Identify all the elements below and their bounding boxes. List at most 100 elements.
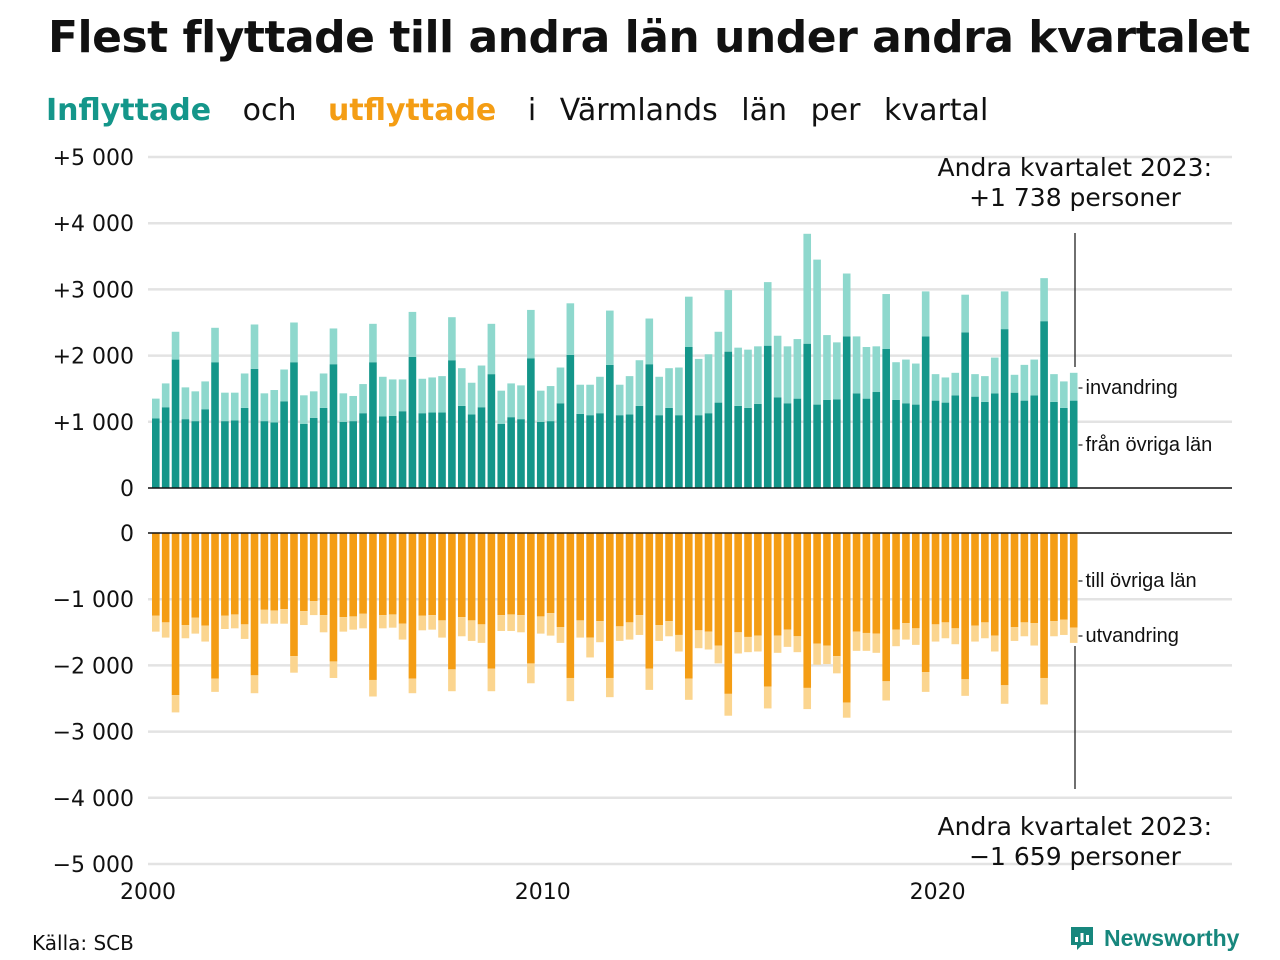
bar-immigration <box>201 381 209 410</box>
bar-from-other-counties <box>1069 400 1078 488</box>
bar-emigration <box>428 615 436 630</box>
subtitle-lan: län <box>741 93 788 128</box>
bar-to-other-counties <box>398 533 407 624</box>
bar-from-other-counties <box>448 360 456 488</box>
bar-to-other-counties <box>823 533 831 646</box>
bar-to-other-counties <box>250 533 259 676</box>
bar-immigration <box>862 346 871 399</box>
bar-from-other-counties <box>536 421 545 488</box>
subtitle-per: per <box>810 93 861 128</box>
bar-emigration <box>556 627 565 643</box>
bar-immigration <box>211 327 219 363</box>
bar-emigration <box>349 616 357 630</box>
bar-from-other-counties <box>290 362 298 488</box>
bar-to-other-counties <box>1069 533 1078 628</box>
bar-from-other-counties <box>1020 400 1029 488</box>
chart-title: Flest flyttade till andra län under andr… <box>48 12 1250 63</box>
bar-from-other-counties <box>971 396 979 488</box>
bar-emigration <box>744 636 752 653</box>
bar-from-other-counties <box>339 421 348 488</box>
bar-emigration <box>971 625 979 642</box>
bar-from-other-counties <box>171 359 180 488</box>
bar-immigration <box>438 376 446 413</box>
bar-emigration <box>211 678 219 692</box>
bar-from-other-counties <box>763 345 772 488</box>
bar-to-other-counties <box>290 533 298 657</box>
bar-from-other-counties <box>981 401 989 488</box>
bar-to-other-counties <box>625 533 634 623</box>
bar-from-other-counties <box>931 400 940 488</box>
bar-emigration <box>230 614 239 629</box>
bar-immigration <box>517 385 525 420</box>
bar-to-other-counties <box>339 533 348 618</box>
bar-to-other-counties <box>1030 533 1039 624</box>
bar-emigration <box>1069 627 1078 643</box>
bar-emigration <box>951 628 960 645</box>
bar-immigration <box>161 383 170 408</box>
bar-immigration <box>497 390 506 424</box>
bar-emigration <box>596 621 604 643</box>
bar-immigration <box>823 335 831 400</box>
bar-emigration <box>260 609 269 624</box>
bar-immigration <box>339 393 348 422</box>
bar-to-other-counties <box>487 533 496 669</box>
bar-emigration <box>467 620 476 641</box>
bar-from-other-counties <box>161 407 170 488</box>
bar-emigration <box>1020 622 1029 637</box>
subtitle-inflow: Inflyttade <box>46 93 212 128</box>
annotation-bottom-line1: Andra kvartalet 2023: <box>938 812 1212 841</box>
outflow-bars <box>152 533 1078 718</box>
bar-immigration <box>428 377 436 413</box>
bar-immigration <box>221 392 229 422</box>
bar-to-other-counties <box>171 533 180 696</box>
bar-emigration <box>773 635 782 653</box>
bar-emigration <box>161 622 170 638</box>
bar-from-other-counties <box>1010 392 1019 488</box>
bar-immigration <box>230 392 239 421</box>
bar-immigration <box>1020 364 1029 401</box>
bar-immigration <box>744 349 752 408</box>
bar-emigration <box>536 616 545 634</box>
bar-from-other-counties <box>1000 329 1009 488</box>
bar-emigration <box>438 620 446 638</box>
bar-to-other-counties <box>556 533 565 628</box>
x-tick-label: 2010 <box>515 880 571 905</box>
bar-to-other-counties <box>606 533 614 678</box>
bar-from-other-counties <box>744 407 752 488</box>
bar-emigration <box>339 617 348 632</box>
bar-from-other-counties <box>517 419 525 488</box>
bar-from-other-counties <box>704 413 713 488</box>
bar-immigration <box>606 310 614 365</box>
bar-from-other-counties <box>803 343 812 488</box>
bar-immigration <box>981 376 989 402</box>
bar-immigration <box>921 291 930 337</box>
bar-emigration <box>576 620 585 638</box>
bar-immigration <box>477 365 486 408</box>
bar-to-other-counties <box>418 533 427 616</box>
bar-immigration <box>615 384 624 416</box>
y-tick-label-bottom: −1 000 <box>53 588 134 613</box>
x-tick-label: 2000 <box>120 880 176 905</box>
bar-from-other-counties <box>1060 407 1068 488</box>
bar-to-other-counties <box>763 533 772 687</box>
bar-to-other-counties <box>684 533 693 679</box>
bar-emigration <box>694 630 703 649</box>
bar-immigration <box>1000 291 1009 330</box>
annotation-bottom-line2: −1 659 personer <box>969 842 1182 871</box>
x-tick-label: 2020 <box>910 880 966 905</box>
bar-immigration <box>1040 278 1048 322</box>
y-tick-label-top: +4 000 <box>53 212 134 237</box>
bar-emigration <box>714 645 723 664</box>
bar-emigration <box>872 633 881 653</box>
bar-to-other-counties <box>191 533 200 618</box>
bar-to-other-counties <box>230 533 239 615</box>
bar-to-other-counties <box>379 533 387 616</box>
y-tick-label-bottom: −4 000 <box>53 787 134 812</box>
bar-immigration <box>280 369 288 402</box>
label-to-other-counties: till övriga län <box>1086 570 1197 592</box>
bar-to-other-counties <box>981 533 989 623</box>
bar-immigration <box>665 368 673 408</box>
bar-immigration <box>872 346 881 393</box>
bar-immigration <box>596 376 604 414</box>
bar-immigration <box>941 377 950 403</box>
